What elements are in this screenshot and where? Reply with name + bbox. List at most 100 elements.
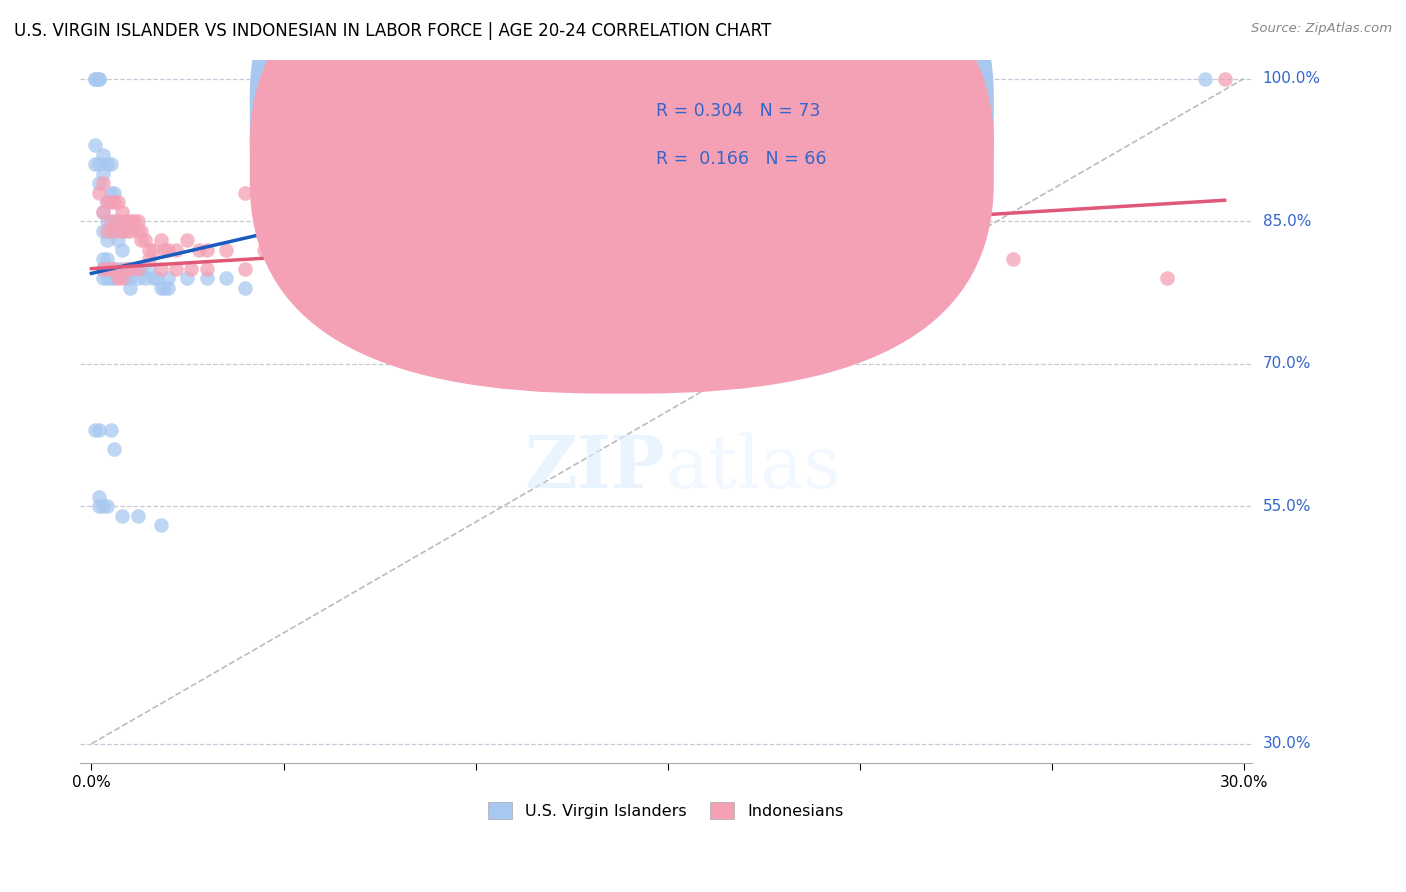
Point — [91, 204, 114, 219]
Text: 85.0%: 85.0% — [1263, 214, 1310, 228]
Point — [84, 423, 107, 437]
Point — [87, 423, 110, 437]
Point — [176, 271, 198, 285]
Point — [142, 243, 165, 257]
Point — [91, 500, 114, 514]
Point — [107, 261, 129, 276]
Point — [122, 214, 145, 228]
Point — [84, 138, 107, 153]
Point — [157, 280, 180, 294]
Point — [96, 233, 118, 247]
Point — [118, 214, 141, 228]
Point — [100, 261, 122, 276]
Point — [464, 243, 486, 257]
Point — [311, 233, 333, 247]
Point — [695, 252, 717, 267]
Point — [111, 224, 134, 238]
Point — [100, 195, 122, 210]
Point — [100, 423, 122, 437]
Point — [107, 233, 129, 247]
Point — [111, 204, 134, 219]
FancyBboxPatch shape — [250, 0, 994, 393]
Point — [233, 261, 256, 276]
Text: atlas: atlas — [666, 433, 841, 503]
Point — [103, 261, 125, 276]
Point — [118, 261, 141, 276]
Point — [188, 243, 211, 257]
Point — [87, 500, 110, 514]
Point — [273, 261, 295, 276]
Point — [149, 280, 172, 294]
Point — [1213, 71, 1236, 86]
Point — [118, 271, 141, 285]
Point — [215, 243, 238, 257]
Point — [122, 261, 145, 276]
Point — [426, 252, 449, 267]
Point — [91, 204, 114, 219]
Point — [96, 500, 118, 514]
Point — [91, 167, 114, 181]
Point — [96, 261, 118, 276]
Point — [619, 252, 641, 267]
Point — [100, 261, 122, 276]
Point — [103, 271, 125, 285]
Legend: U.S. Virgin Islanders, Indonesians: U.S. Virgin Islanders, Indonesians — [482, 796, 849, 825]
Point — [165, 261, 187, 276]
Point — [131, 233, 153, 247]
Text: 70.0%: 70.0% — [1263, 356, 1310, 371]
Point — [87, 186, 110, 200]
Point — [103, 186, 125, 200]
Text: 55.0%: 55.0% — [1263, 499, 1310, 514]
Point — [127, 271, 149, 285]
Point — [195, 261, 218, 276]
Point — [91, 252, 114, 267]
Point — [84, 71, 107, 86]
Point — [138, 243, 160, 257]
Point — [134, 233, 156, 247]
Point — [134, 271, 156, 285]
Point — [127, 261, 149, 276]
Point — [1194, 71, 1216, 86]
Point — [100, 157, 122, 171]
Point — [142, 271, 165, 285]
Point — [103, 214, 125, 228]
Point — [96, 157, 118, 171]
Point — [180, 261, 202, 276]
Point — [233, 186, 256, 200]
Point — [96, 214, 118, 228]
FancyBboxPatch shape — [572, 67, 948, 194]
Point — [153, 280, 176, 294]
Point — [107, 195, 129, 210]
Point — [111, 271, 134, 285]
Text: 30.0%: 30.0% — [1263, 736, 1312, 751]
Point — [96, 195, 118, 210]
Point — [153, 243, 176, 257]
Point — [349, 252, 371, 267]
Point — [96, 271, 118, 285]
Point — [100, 271, 122, 285]
Point — [118, 261, 141, 276]
Point — [138, 252, 160, 267]
Point — [145, 271, 167, 285]
Point — [118, 224, 141, 238]
Point — [96, 224, 118, 238]
Point — [1156, 271, 1178, 285]
Point — [91, 261, 114, 276]
Point — [87, 71, 110, 86]
Point — [127, 224, 149, 238]
Point — [349, 271, 371, 285]
Point — [111, 261, 134, 276]
Point — [115, 224, 138, 238]
Point — [1002, 252, 1025, 267]
Point — [84, 71, 107, 86]
Point — [91, 224, 114, 238]
Point — [195, 271, 218, 285]
Text: Source: ZipAtlas.com: Source: ZipAtlas.com — [1251, 22, 1392, 36]
Point — [91, 261, 114, 276]
Point — [111, 243, 134, 257]
Point — [115, 271, 138, 285]
Text: U.S. VIRGIN ISLANDER VS INDONESIAN IN LABOR FORCE | AGE 20-24 CORRELATION CHART: U.S. VIRGIN ISLANDER VS INDONESIAN IN LA… — [14, 22, 772, 40]
FancyBboxPatch shape — [250, 0, 994, 351]
Point — [848, 252, 870, 267]
Point — [96, 195, 118, 210]
